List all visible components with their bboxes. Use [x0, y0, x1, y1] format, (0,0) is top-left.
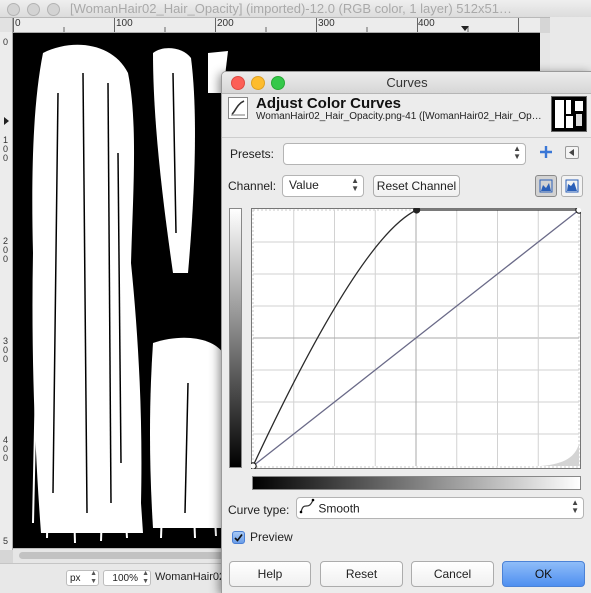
ok-button[interactable]: OK — [502, 561, 585, 587]
ruler-label: 200 — [2, 236, 8, 264]
curve-type-select[interactable]: Smooth ▲ ▼ — [296, 497, 584, 519]
log-histogram-icon[interactable] — [561, 175, 583, 197]
curve-type-value: Smooth — [318, 501, 360, 516]
ruler-pointer-marker — [4, 117, 9, 125]
reset-button[interactable]: Reset — [320, 561, 403, 587]
ruler-label: 0 — [15, 18, 21, 29]
zoom-value: 100% — [112, 573, 138, 584]
curves-dialog: Curves Adjust Color Curves WomanHair02_H… — [221, 71, 591, 593]
identity-diagonal-line — [252, 209, 580, 467]
updown-arrows-icon: ▲ ▼ — [513, 144, 521, 161]
dialog-title: Curves — [386, 75, 428, 90]
unit-value: px — [70, 573, 81, 584]
ruler-label: 0 — [2, 37, 8, 47]
zoom-button[interactable] — [271, 76, 285, 90]
cancel-button[interactable]: Cancel — [411, 561, 494, 587]
ruler-label: 300 — [2, 336, 8, 364]
ruler-label: 5 — [2, 536, 8, 546]
window-minimize-button[interactable] — [27, 3, 40, 16]
ruler-pointer-marker — [461, 26, 469, 31]
presets-label: Presets: — [230, 147, 275, 161]
histogram — [540, 444, 579, 466]
curve-type-label: Curve type: — [228, 503, 290, 517]
updown-arrows-icon: ▲ ▼ — [142, 570, 149, 585]
header-separator — [222, 137, 591, 138]
ruler-label: 200 — [217, 18, 234, 29]
linear-histogram-icon[interactable] — [535, 175, 557, 197]
ruler-label: 400 — [418, 18, 435, 29]
curve-control-point[interactable] — [575, 208, 581, 214]
dialog-subheading: WomanHair02_Hair_Opacity.png-41 ([WomanH… — [256, 111, 542, 122]
ruler-ticks — [13, 18, 519, 32]
updown-arrows-icon: ▲ ▼ — [571, 498, 579, 515]
channel-value: Value — [289, 178, 319, 192]
help-button[interactable]: Help — [229, 561, 311, 587]
dialog-titlebar: Curves — [222, 72, 591, 94]
window-close-button[interactable] — [7, 3, 20, 16]
curve-grid — [253, 210, 579, 466]
ruler-label: 100 — [2, 135, 8, 163]
ruler-ticks — [4, 117, 9, 125]
preview-label: Preview — [250, 530, 293, 544]
zoom-select[interactable]: 100% ▲ ▼ — [103, 570, 151, 586]
curve-line — [252, 209, 579, 467]
input-gradient-bar — [229, 208, 242, 468]
reset-channel-button[interactable]: Reset Channel — [373, 175, 460, 197]
channel-select[interactable]: Value ▲ ▼ — [282, 175, 364, 197]
vertical-ruler[interactable]: 0 100 200 300 400 5 — [0, 32, 13, 550]
layer-thumbnail — [551, 96, 587, 132]
curve-control-point[interactable] — [413, 208, 421, 214]
preset-menu-icon[interactable] — [565, 146, 579, 159]
presets-select[interactable]: ▲ ▼ — [283, 143, 526, 165]
updown-arrows-icon: ▲ ▼ — [351, 176, 359, 193]
curve-editor[interactable] — [251, 208, 581, 469]
curve-control-point[interactable] — [251, 462, 257, 469]
add-preset-icon[interactable] — [539, 145, 553, 159]
horizontal-ruler[interactable]: 0 100 200 300 400 — [13, 18, 540, 33]
unit-select[interactable]: px ▲ ▼ — [66, 570, 99, 586]
ruler-label: 400 — [2, 435, 8, 463]
close-button[interactable] — [231, 76, 245, 90]
dialog-heading: Adjust Color Curves — [256, 95, 402, 112]
window-zoom-button[interactable] — [47, 3, 60, 16]
minimize-button[interactable] — [251, 76, 265, 90]
channel-label: Channel: — [228, 179, 277, 193]
ruler-corner[interactable] — [0, 18, 13, 33]
image-window-title: [WomanHair02_Hair_Opacity] (imported)-12… — [70, 1, 512, 16]
ruler-label: 100 — [116, 18, 133, 29]
updown-arrows-icon: ▲ ▼ — [90, 570, 97, 585]
image-window-titlebar: [WomanHair02_Hair_Opacity] (imported)-12… — [0, 0, 591, 18]
output-gradient-bar — [252, 476, 581, 490]
ruler-label: 300 — [318, 18, 335, 29]
smooth-curve-icon — [299, 498, 315, 520]
checkmark-icon — [234, 533, 243, 542]
preview-checkbox[interactable] — [232, 531, 245, 544]
curves-tool-icon — [228, 97, 248, 119]
hair-texture-image — [32, 44, 228, 544]
